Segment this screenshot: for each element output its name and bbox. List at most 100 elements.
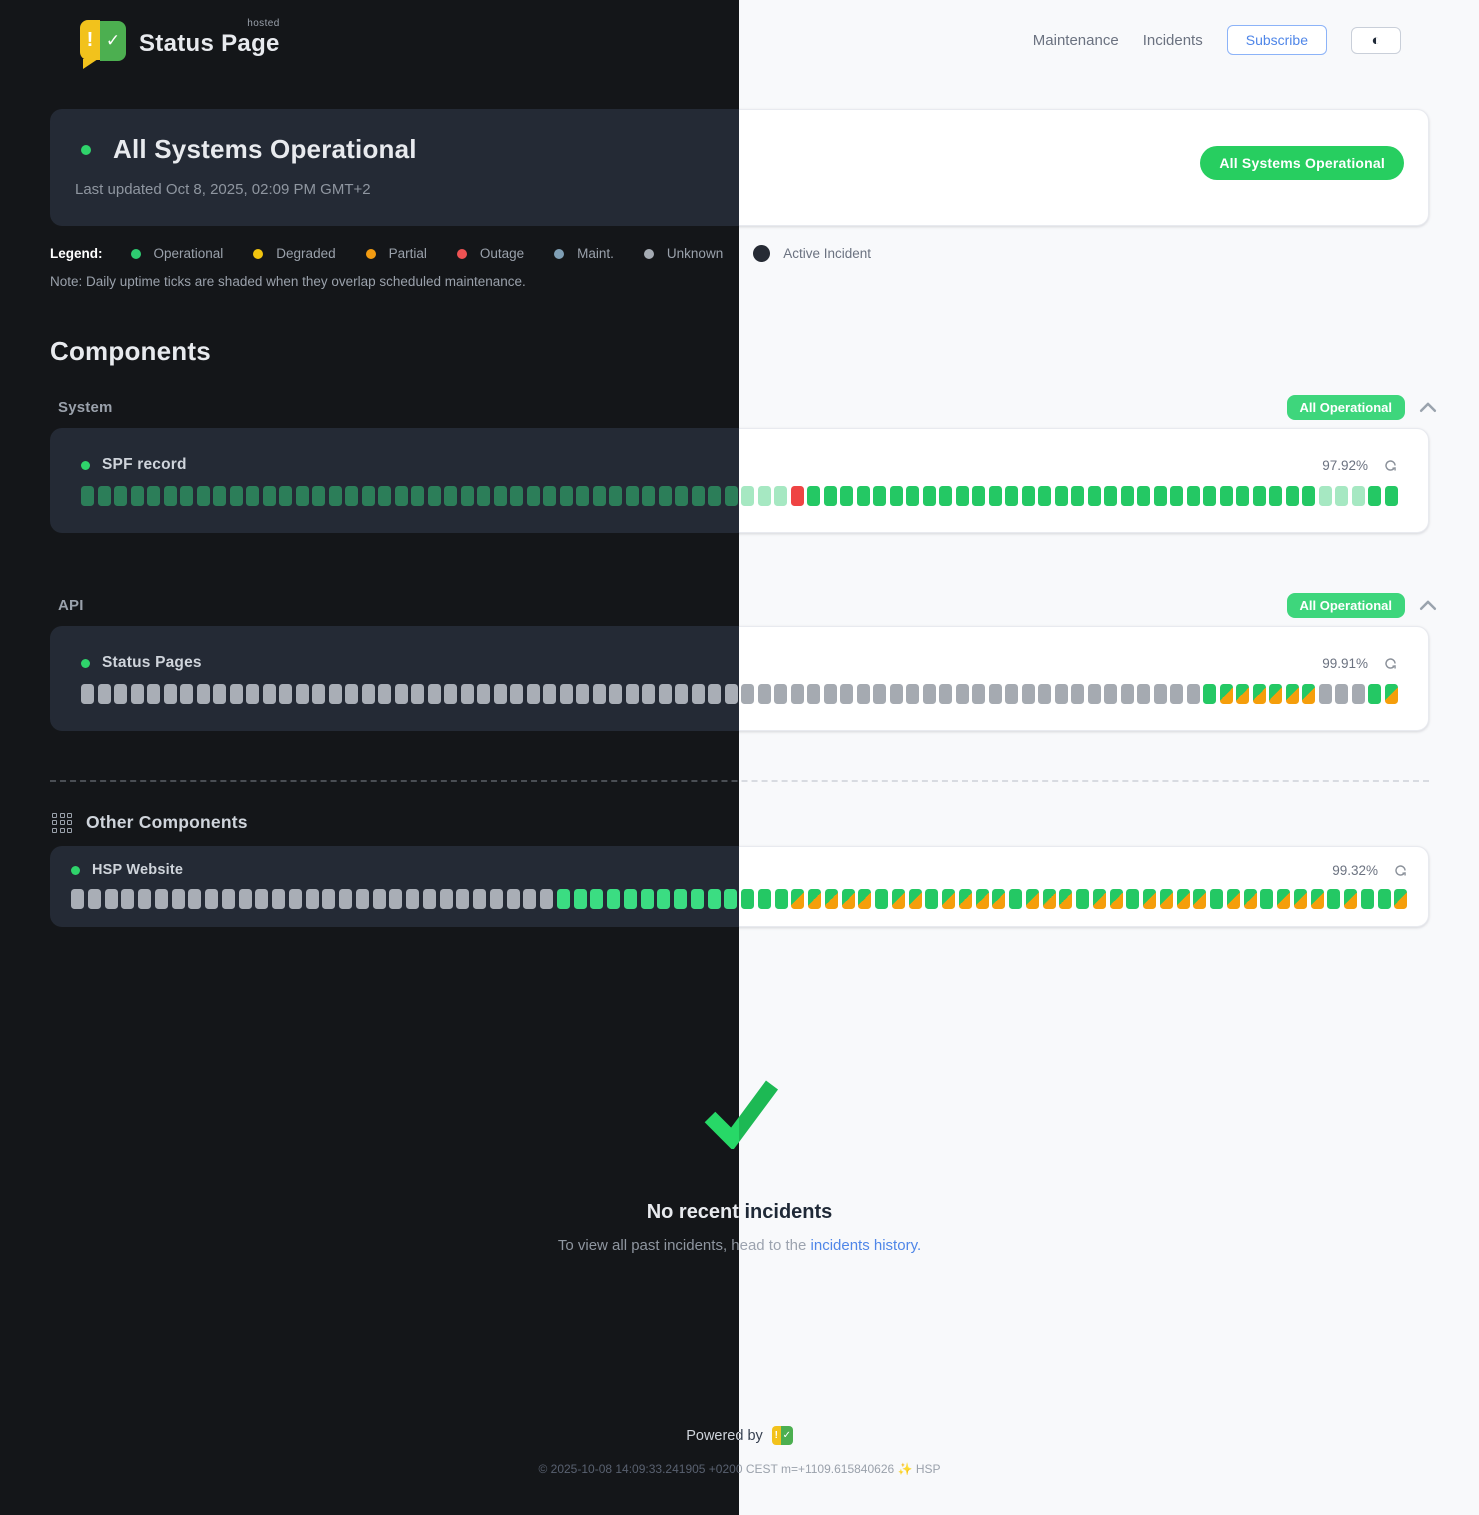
- uptime-ticks-row: [739, 486, 1398, 506]
- uptime-tick: [889, 684, 903, 704]
- refresh-icon[interactable]: [1393, 863, 1408, 878]
- uptime-ticks-row: [739, 889, 1408, 909]
- uptime-tick: [1219, 486, 1233, 506]
- uptime-tick: [361, 684, 375, 704]
- uptime-tick: [741, 889, 754, 909]
- uptime-tick: [1335, 486, 1348, 506]
- uptime-tick: [473, 889, 486, 909]
- uptime-tick: [1335, 684, 1348, 704]
- brand-superscript: hosted: [247, 18, 280, 29]
- legend-item-label: Active Incident: [783, 246, 871, 261]
- group-card: SPF record 97.92%: [739, 428, 1429, 533]
- uptime-tick: [295, 684, 309, 704]
- check-icon: ✓: [780, 1426, 793, 1445]
- uptime-tick: [1351, 486, 1365, 506]
- uptime-tick: [708, 486, 721, 506]
- overall-status-title: All Systems Operational: [113, 134, 417, 164]
- uptime-tick: [790, 486, 804, 506]
- uptime-tick: [1059, 889, 1073, 909]
- uptime-tick: [427, 684, 441, 704]
- uptime-tick: [1126, 889, 1140, 909]
- refresh-icon[interactable]: [1383, 458, 1398, 473]
- uptime-tick: [939, 684, 952, 704]
- chevron-up-icon[interactable]: [1417, 595, 1439, 617]
- powered-by-text: Powered by: [739, 1428, 763, 1444]
- nav-incidents-link[interactable]: Incidents: [1142, 31, 1203, 49]
- uptime-tick: [922, 486, 936, 506]
- uptime-tick: [873, 684, 886, 704]
- uptime-tick: [1054, 684, 1068, 704]
- uptime-tick: [576, 486, 589, 506]
- uptime-tick: [757, 684, 771, 704]
- uptime-tick: [439, 889, 453, 909]
- chevron-up-icon[interactable]: [1417, 397, 1439, 419]
- uptime-tick: [1137, 486, 1150, 506]
- uptime-tick: [97, 684, 111, 704]
- uptime-tick: [312, 486, 325, 506]
- refresh-icon[interactable]: [1383, 656, 1398, 671]
- uptime-tick: [506, 889, 520, 909]
- uptime-tick: [1394, 889, 1408, 909]
- uptime-tick: [361, 486, 375, 506]
- uptime-tick: [1269, 486, 1282, 506]
- uptime-tick: [526, 684, 540, 704]
- uptime-tick: [411, 486, 424, 506]
- brand-wordmark: hosted Status Page: [139, 18, 280, 58]
- uptime-tick: [229, 486, 243, 506]
- uptime-tick: [213, 684, 226, 704]
- subscribe-button[interactable]: Subscribe: [1226, 25, 1327, 55]
- uptime-tick: [1071, 486, 1084, 506]
- uptime-tick: [906, 684, 919, 704]
- uptime-tick: [675, 486, 688, 506]
- uptime-tick: [1186, 684, 1200, 704]
- component-status-dot: [81, 460, 90, 470]
- uptime-tick: [856, 486, 870, 506]
- uptime-tick: [1076, 889, 1089, 909]
- uptime-tick: [873, 486, 886, 506]
- legend-item: Maint.: [554, 246, 614, 261]
- uptime-tick: [840, 684, 853, 704]
- uptime-tick: [1104, 684, 1117, 704]
- legend: Legend: OperationalDegradedPartialOutage…: [739, 245, 1429, 262]
- uptime-tick: [908, 889, 922, 909]
- uptime-tick: [791, 889, 805, 909]
- uptime-tick: [840, 486, 853, 506]
- uptime-tick: [339, 889, 352, 909]
- uptime-tick: [1137, 684, 1150, 704]
- uptime-tick: [180, 684, 193, 704]
- legend-dot-icon: [554, 248, 565, 259]
- uptime-tick: [559, 486, 573, 506]
- group-card: Status Pages 99.91%: [739, 626, 1429, 731]
- uptime-tick: [305, 889, 319, 909]
- group-name: System: [58, 399, 113, 416]
- uptime-tick: [675, 684, 688, 704]
- uptime-tick: [394, 684, 408, 704]
- uptime-tick: [188, 889, 202, 909]
- uptime-tick: [1285, 486, 1299, 506]
- uptime-tick: [824, 889, 838, 909]
- overall-status-banner: All Systems Operational Last updated Oct…: [739, 109, 1429, 226]
- uptime-tick: [114, 486, 127, 506]
- uptime-tick: [975, 889, 989, 909]
- uptime-tick: [71, 889, 84, 909]
- uptime-tick: [196, 684, 210, 704]
- uptime-tick: [1042, 889, 1056, 909]
- nav-maintenance-link[interactable]: Maintenance: [1032, 31, 1119, 49]
- uptime-tick: [1025, 889, 1039, 909]
- uptime-tick: [1236, 486, 1249, 506]
- uptime-tick: [875, 889, 888, 909]
- uptime-tick: [1243, 889, 1257, 909]
- uptime-tick: [642, 684, 655, 704]
- legend-item-label: Unknown: [666, 246, 724, 261]
- uptime-tick: [992, 889, 1006, 909]
- theme-toggle-button[interactable]: ◐: [1351, 26, 1401, 54]
- uptime-tick: [724, 889, 738, 909]
- other-components-title: Other Components: [86, 812, 248, 832]
- uptime-tick: [1269, 684, 1282, 704]
- uptime-tick: [444, 486, 457, 506]
- uptime-tick: [1302, 684, 1315, 704]
- legend-item-label: Degraded: [276, 246, 336, 261]
- last-updated-text: Last updated Oct 8, 2025, 02:09 PM GMT+2: [75, 181, 371, 198]
- incidents-history-link[interactable]: incidents history.: [810, 1237, 922, 1254]
- uptime-tick: [906, 486, 919, 506]
